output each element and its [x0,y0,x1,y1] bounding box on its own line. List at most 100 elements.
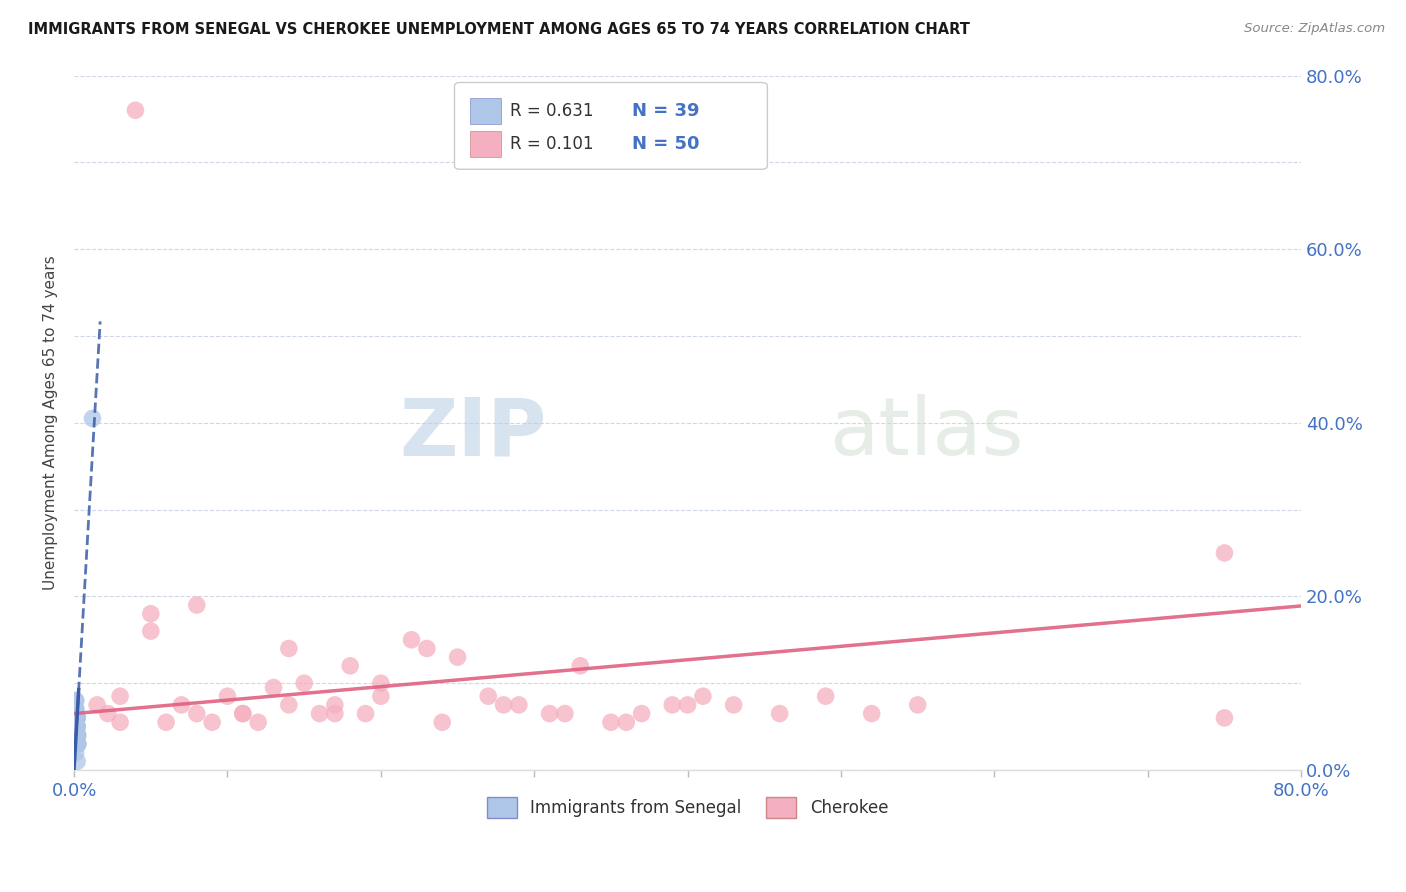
Point [232,706,254,721]
Point [323,706,346,721]
Point [339,658,361,673]
Legend: Immigrants from Senegal, Cherokee: Immigrants from Senegal, Cherokee [481,790,896,824]
Point [692,690,714,704]
Point [676,698,699,712]
Point [66,728,89,742]
Point [65,728,87,742]
Point [139,624,162,639]
Point [614,715,637,730]
Point [66,737,89,751]
Point [569,658,592,673]
Point [65,702,87,716]
Point [65,720,87,734]
Point [186,706,208,721]
Text: ZIP: ZIP [399,394,547,472]
Point [860,706,883,721]
Point [217,690,239,704]
Point [323,698,346,712]
FancyBboxPatch shape [471,131,501,158]
Point [66,754,89,768]
Point [630,706,652,721]
Point [65,720,87,734]
Point [66,711,89,725]
Point [354,706,377,721]
Point [66,720,89,734]
Point [401,632,423,647]
Point [814,690,837,704]
Point [554,706,576,721]
Point [65,728,87,742]
Point [65,693,87,707]
Point [66,728,89,742]
Point [65,720,87,734]
Point [66,720,89,734]
Point [65,746,87,760]
Point [66,711,89,725]
Point [263,681,285,695]
Text: N = 39: N = 39 [633,102,700,120]
Point [1213,711,1236,725]
Point [65,720,87,734]
Point [1213,546,1236,560]
Point [139,607,162,621]
Text: N = 50: N = 50 [633,136,700,153]
FancyBboxPatch shape [471,98,501,124]
Point [82,411,104,425]
Text: R = 0.631: R = 0.631 [510,102,593,120]
Point [723,698,745,712]
Point [108,690,131,704]
FancyBboxPatch shape [454,82,768,169]
Point [492,698,515,712]
Point [65,711,87,725]
Point [65,720,87,734]
Point [65,693,87,707]
Point [66,737,89,751]
Point [66,720,89,734]
Text: R = 0.101: R = 0.101 [510,136,593,153]
Point [661,698,683,712]
Point [446,650,468,665]
Point [432,715,454,730]
Point [66,711,89,725]
Point [66,728,89,742]
Point [186,598,208,612]
Point [66,728,89,742]
Point [277,698,299,712]
Point [201,715,224,730]
Point [508,698,530,712]
Point [65,702,87,716]
Point [769,706,792,721]
Point [308,706,330,721]
Point [124,103,146,118]
Point [65,728,87,742]
Text: Source: ZipAtlas.com: Source: ZipAtlas.com [1244,22,1385,36]
Point [86,698,108,712]
Point [66,728,89,742]
Point [370,690,392,704]
Point [65,702,87,716]
Point [477,690,499,704]
Point [600,715,623,730]
Point [97,706,120,721]
Point [170,698,193,712]
Point [538,706,561,721]
Point [108,715,131,730]
Point [65,720,87,734]
Point [277,641,299,656]
Text: atlas: atlas [828,394,1024,472]
Point [232,706,254,721]
Point [65,711,87,725]
Point [155,715,177,730]
Point [65,711,87,725]
Text: IMMIGRANTS FROM SENEGAL VS CHEROKEE UNEMPLOYMENT AMONG AGES 65 TO 74 YEARS CORRE: IMMIGRANTS FROM SENEGAL VS CHEROKEE UNEM… [28,22,970,37]
Point [292,676,315,690]
Point [907,698,929,712]
Point [65,737,87,751]
Point [416,641,439,656]
Point [66,728,89,742]
Point [65,737,87,751]
Point [65,737,87,751]
Point [247,715,270,730]
Y-axis label: Unemployment Among Ages 65 to 74 years: Unemployment Among Ages 65 to 74 years [44,255,58,591]
Point [65,711,87,725]
